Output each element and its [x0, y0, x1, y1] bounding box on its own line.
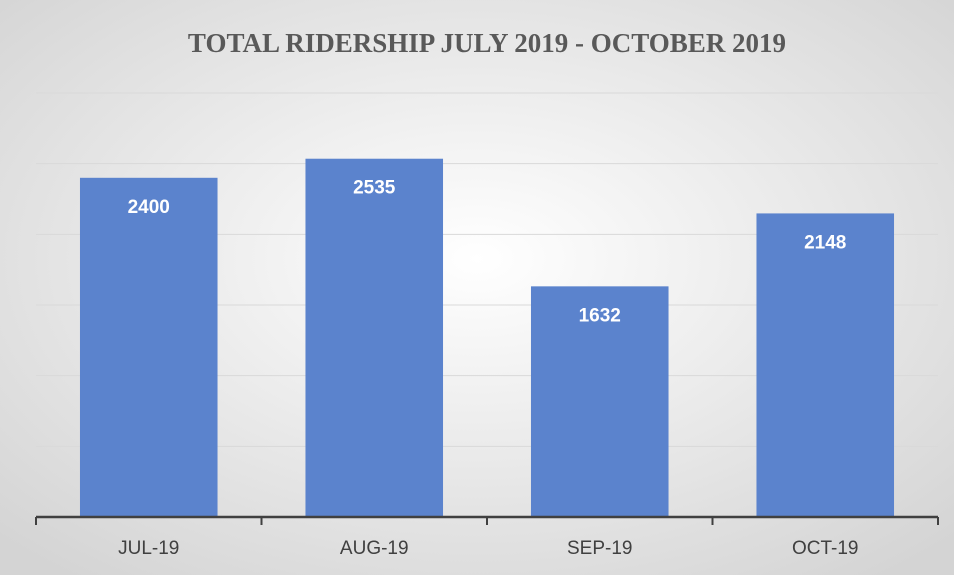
bar: [756, 213, 895, 517]
value-label: 2535: [353, 178, 396, 199]
value-label: 2148: [804, 232, 846, 253]
bar: [530, 286, 669, 517]
value-label: 1632: [579, 305, 621, 326]
x-tick-label: JUL-19: [118, 538, 179, 559]
chart-title: TOTAL RIDERSHIP JULY 2019 - OCTOBER 2019: [188, 28, 786, 58]
value-label: 2400: [128, 197, 170, 218]
x-tick-label: AUG-19: [340, 538, 409, 559]
x-tick-label: SEP-19: [567, 538, 632, 559]
x-tick-label: OCT-19: [792, 538, 859, 559]
bar: [305, 158, 444, 517]
bar: [79, 177, 218, 518]
